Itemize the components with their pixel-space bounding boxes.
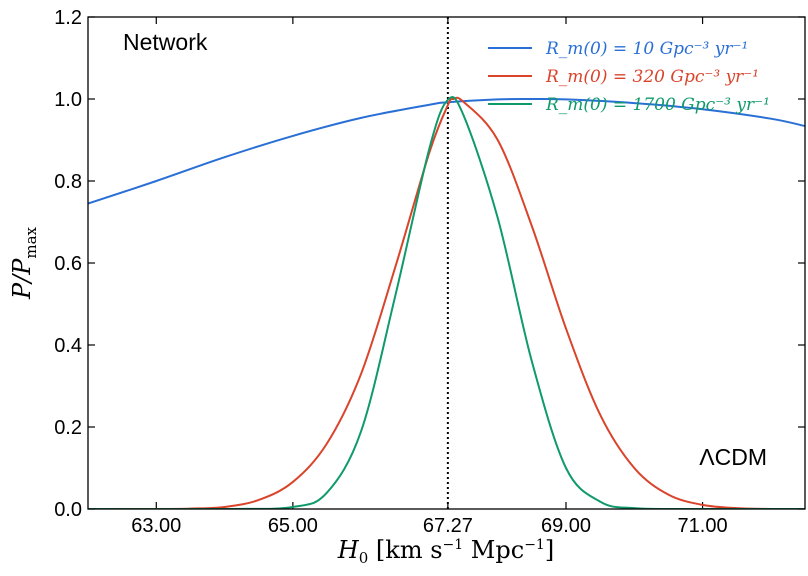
y-tick-label: 0.0 (54, 499, 82, 521)
series-line-3 (88, 96, 805, 509)
legend: R_m(0) = 10 Gpc⁻³ yr⁻¹ R_m(0) = 320 Gpc⁻³… (488, 39, 770, 115)
annotation-network: Network (123, 29, 208, 55)
y-tick-label: 1.0 (54, 89, 82, 111)
x-tick-label: 65.00 (268, 515, 318, 537)
x-tick-label: 71.00 (678, 515, 728, 537)
x-tick-label: 63.00 (131, 515, 181, 537)
x-tick-label: 67.27 (423, 515, 473, 537)
legend-label-2: R_m(0) = 320 Gpc⁻³ yr⁻¹ (545, 67, 759, 87)
series-line-2 (88, 96, 805, 509)
y-axis-title: P/Pmax (8, 226, 40, 300)
series-line-1 (88, 97, 805, 205)
y-tick-label: 0.8 (54, 171, 82, 193)
y-tick-label: 0.4 (54, 335, 82, 357)
annotation-model: ΛCDM (699, 444, 767, 470)
legend-label-3: R_m(0) = 1700 Gpc⁻³ yr⁻¹ (545, 95, 770, 115)
y-tick-label: 1.2 (54, 7, 82, 29)
y-tick-label: 0.2 (54, 417, 82, 439)
plot-frame (87, 16, 806, 510)
x-tick-label: 69.00 (541, 515, 591, 537)
legend-label-1: R_m(0) = 10 Gpc⁻³ yr⁻¹ (545, 39, 748, 59)
y-tick-label: 0.6 (54, 253, 82, 275)
x-axis-title: H0 [km s−1 Mpc−1] (337, 536, 554, 567)
